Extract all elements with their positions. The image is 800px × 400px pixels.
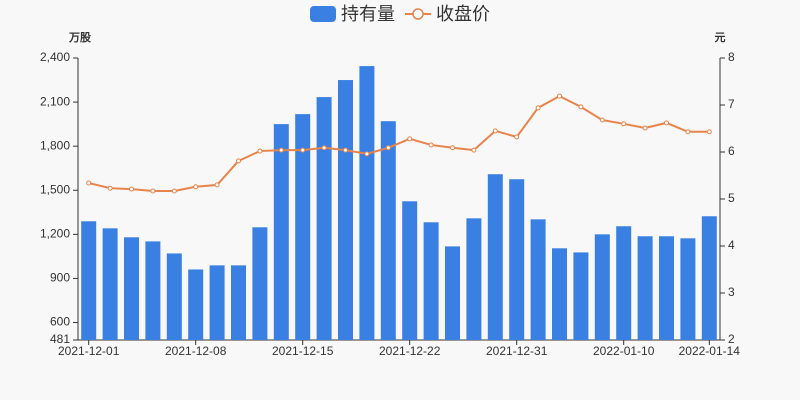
y2-tick-label: 7 <box>728 97 735 111</box>
x-tick-label: 2021-12-22 <box>379 344 441 358</box>
point <box>471 147 477 153</box>
bar <box>530 219 546 340</box>
point <box>278 147 284 153</box>
legend-label[interactable]: 持有量 <box>341 4 395 24</box>
y2-tick-label: 2 <box>728 332 735 346</box>
bar <box>680 238 696 340</box>
bar <box>338 80 353 341</box>
point <box>621 121 627 127</box>
point <box>364 151 370 157</box>
bar <box>573 252 589 340</box>
legend-label[interactable]: 收盘价 <box>436 4 490 24</box>
bar <box>445 246 460 340</box>
bar <box>81 221 97 340</box>
y2-tick-label: 4 <box>728 238 735 252</box>
point <box>664 120 669 126</box>
y-tick-label: 600 <box>50 315 70 329</box>
y2-tick-label: 6 <box>728 144 735 158</box>
y2-unit-label: 元 <box>715 31 726 44</box>
point <box>557 93 562 99</box>
x-tick-label: 2021-12-15 <box>272 344 334 358</box>
bar <box>380 121 396 340</box>
x-tick-label: 2022-01-10 <box>593 344 655 358</box>
bar <box>509 179 525 340</box>
point <box>514 134 520 140</box>
point <box>129 186 134 192</box>
y2-tick-label: 5 <box>728 191 735 205</box>
point <box>171 188 177 194</box>
y2-tick-label: 8 <box>728 50 735 64</box>
point <box>685 129 691 135</box>
point <box>599 117 605 123</box>
bar <box>209 265 225 340</box>
bar <box>316 97 332 340</box>
bar <box>487 174 503 340</box>
point <box>257 148 263 154</box>
bar <box>359 66 375 340</box>
point <box>407 136 413 142</box>
y-tick-label: 1,500 <box>40 182 70 196</box>
point <box>428 142 434 148</box>
legend-swatch-point[interactable] <box>412 8 424 20</box>
point <box>385 145 391 151</box>
bar <box>252 227 268 340</box>
y-unit-label: 万股 <box>68 31 92 44</box>
point <box>535 105 541 111</box>
bar <box>423 222 439 340</box>
x-tick-label: 2021-12-01 <box>58 344 120 358</box>
point <box>86 180 92 186</box>
x-tick-label: 2021-12-08 <box>165 344 227 358</box>
point <box>150 188 156 194</box>
x-tick-label: 2021-12-31 <box>486 344 548 358</box>
point <box>343 147 348 153</box>
point <box>492 128 498 134</box>
bar <box>231 265 246 340</box>
bar <box>552 248 567 340</box>
point <box>214 182 220 188</box>
bar <box>594 234 610 340</box>
point <box>706 129 712 135</box>
bar <box>166 253 182 340</box>
y-tick-label: 2,100 <box>40 94 70 108</box>
bar <box>102 228 118 340</box>
bar <box>402 201 418 340</box>
point <box>578 104 584 110</box>
point <box>193 184 199 190</box>
point <box>236 158 241 164</box>
y-tick-label: 1,200 <box>40 227 70 241</box>
legend-swatch[interactable] <box>310 6 336 22</box>
bar <box>124 237 139 340</box>
point <box>300 147 306 153</box>
y-tick-label: 481 <box>50 332 70 346</box>
bar <box>145 241 161 340</box>
point <box>642 125 648 131</box>
point <box>107 185 113 191</box>
y-tick-label: 2,400 <box>40 50 70 64</box>
bar <box>616 226 632 340</box>
point <box>321 145 327 151</box>
x-tick-label: 2022-01-14 <box>679 344 741 358</box>
point <box>450 145 455 151</box>
bar <box>273 124 289 340</box>
bar <box>637 236 653 340</box>
bar <box>659 236 674 340</box>
bar <box>466 218 482 340</box>
bar <box>701 216 717 340</box>
y-tick-label: 1,800 <box>40 138 70 152</box>
y2-tick-label: 3 <box>728 285 735 299</box>
bar <box>295 114 311 340</box>
bar <box>188 269 204 340</box>
y-tick-label: 900 <box>50 271 70 285</box>
line <box>88 94 710 193</box>
